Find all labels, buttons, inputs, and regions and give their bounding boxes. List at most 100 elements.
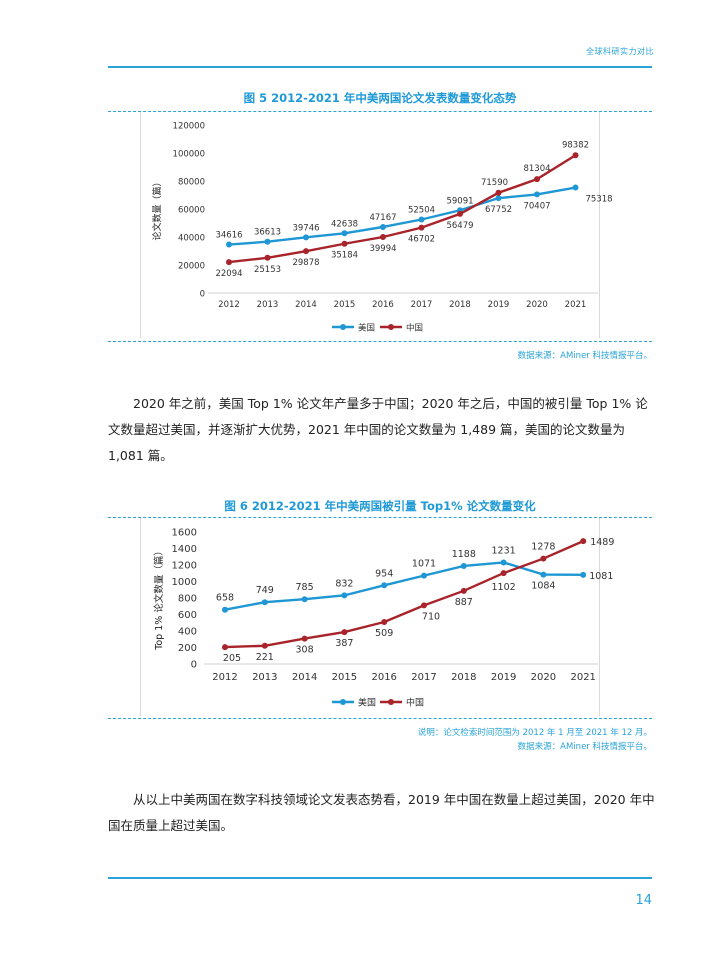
- f5-cn-data-point: [457, 210, 463, 217]
- f5-cn-data-label: 22094: [215, 269, 242, 279]
- f5-y-tick-label: 0: [200, 290, 205, 300]
- f5-us-data-label: 36613: [254, 228, 281, 238]
- f5-us-data-point: [341, 230, 348, 237]
- f5-x-tick-label: 2021: [565, 300, 587, 310]
- f5-cn-data-label: 56479: [446, 221, 473, 231]
- f6-us-data-point: [301, 596, 308, 603]
- page-number: 14: [635, 893, 652, 908]
- f5-cn-data-label: 29878: [292, 258, 319, 268]
- f5-cn-data-label: 98382: [562, 140, 589, 150]
- f6-cn-data-label: 710: [422, 611, 440, 622]
- f5-y-tick-label: 40000: [178, 234, 205, 244]
- f5-y-tick-label: 60000: [178, 206, 205, 216]
- f5-us-data-point: [264, 238, 271, 245]
- figure5-top-divider: [108, 111, 652, 112]
- f5-legend-us-label: 美国: [358, 323, 375, 334]
- f6-legend-cn-label: 中国: [406, 697, 424, 709]
- f6-legend-us-label: 美国: [358, 697, 376, 709]
- f5-us-data-point: [418, 216, 425, 223]
- f5-y-tick-label: 120000: [173, 122, 205, 132]
- f6-y-tick-label: 200: [178, 643, 197, 654]
- f6-us-data-point: [381, 582, 388, 589]
- f6-us-data-point: [222, 606, 228, 613]
- f5-us-data-label: 47167: [369, 213, 396, 223]
- f6-x-tick-label: 2020: [531, 672, 556, 683]
- f6-cn-series-line: [224, 540, 584, 649]
- f5-cn-series-line: [228, 154, 577, 264]
- f5-cn-data-point: [495, 189, 502, 196]
- f6-us-data-point: [421, 572, 427, 579]
- f6-cn-data-point: [540, 555, 547, 562]
- f6-us-data-point: [460, 562, 467, 569]
- figure6-chart-frame: [140, 518, 600, 716]
- f6-cn-data-label: 221: [256, 652, 274, 663]
- f6-x-tick-label: 2017: [411, 672, 436, 683]
- f6-x-tick-label: 2016: [371, 672, 396, 683]
- f5-legend-us-marker: [340, 324, 346, 330]
- f5-y-axis-title: 论文数量（篇）: [151, 177, 163, 240]
- f5-cn-data-label: 25153: [254, 265, 281, 275]
- f6-cn-data-label: 509: [375, 628, 393, 639]
- f6-y-tick-label: 400: [178, 627, 197, 638]
- f5-us-data-label: 70407: [523, 201, 550, 211]
- f6-x-tick-label: 2015: [332, 672, 357, 683]
- f6-us-data-label: 785: [296, 582, 314, 593]
- f5-x-tick-label: 2019: [488, 300, 510, 310]
- f5-cn-data-point: [264, 254, 271, 261]
- f6-x-tick-label: 2018: [451, 672, 476, 683]
- f6-cn-data-point: [341, 629, 348, 636]
- f6-us-data-point: [500, 559, 507, 566]
- f5-x-tick-label: 2015: [334, 300, 356, 310]
- figure5-chart-frame: [140, 112, 600, 338]
- f5-y-tick-label: 20000: [178, 262, 205, 272]
- f5-x-tick-label: 2018: [449, 300, 471, 310]
- f6-us-data-label: 1071: [412, 559, 436, 570]
- f5-x-tick-label: 2016: [372, 300, 394, 310]
- f6-cn-data-point: [500, 570, 507, 577]
- f6-cn-data-label: 1278: [531, 542, 555, 553]
- f6-cn-data-point: [580, 538, 587, 545]
- header-divider: [108, 66, 652, 68]
- f5-x-tick-label: 2017: [411, 300, 433, 310]
- f5-us-data-point: [572, 184, 579, 191]
- figure5-bottom-divider: [108, 341, 652, 342]
- f5-us-data-label: 39746: [292, 223, 319, 233]
- f5-x-tick-label: 2020: [526, 300, 548, 310]
- body-paragraph-2: 从以上中美两国在数字科技领域论文发表态势看，2019 年中国在数量上超过美国，2…: [108, 787, 656, 839]
- f6-y-tick-label: 1200: [172, 561, 197, 572]
- f6-us-data-label: 749: [256, 585, 274, 596]
- figure6-title: 图 6 2012-2021 年中美两国被引量 Top1% 论文数量变化: [224, 499, 536, 513]
- f6-us-data-point: [580, 571, 587, 578]
- f5-us-data-label: 75318: [586, 195, 613, 205]
- f5-y-tick-label: 80000: [178, 178, 205, 188]
- f5-us-data-label: 42638: [331, 219, 358, 229]
- f6-cn-data-point: [301, 635, 308, 642]
- running-header: 全球科研实力对比: [586, 47, 654, 56]
- f5-us-data-point: [303, 234, 309, 241]
- f6-y-axis-title: Top 1% 论文数量（篇）: [153, 546, 165, 651]
- f6-cn-data-label: 387: [335, 638, 353, 649]
- f6-cn-data-point: [421, 602, 427, 609]
- f6-us-data-point: [540, 571, 547, 578]
- f6-us-series-line: [224, 561, 584, 611]
- f5-us-data-point: [226, 241, 232, 248]
- f6-us-data-label: 1081: [589, 571, 613, 582]
- f5-legend-cn-label: 中国: [406, 323, 423, 334]
- f5-cn-data-point: [341, 240, 348, 247]
- f6-us-data-label: 1084: [531, 581, 555, 592]
- f6-y-tick-label: 1000: [172, 577, 197, 588]
- f5-us-data-point: [534, 191, 540, 198]
- f6-us-data-label: 832: [335, 578, 353, 589]
- f6-cn-data-point: [381, 619, 388, 626]
- f5-us-data-label: 34616: [215, 231, 242, 241]
- f5-cn-data-label: 46702: [408, 235, 435, 245]
- f5-us-data-label: 59091: [446, 196, 473, 206]
- f6-y-tick-label: 800: [178, 594, 197, 605]
- f6-x-tick-label: 2013: [252, 672, 277, 683]
- footer-divider: [108, 877, 652, 879]
- f5-us-data-label: 52504: [408, 205, 435, 215]
- f5-cn-data-label: 81304: [523, 164, 550, 174]
- f6-cn-data-label: 887: [455, 597, 473, 608]
- f5-us-data-point: [495, 195, 502, 202]
- f5-x-tick-label: 2012: [218, 300, 240, 310]
